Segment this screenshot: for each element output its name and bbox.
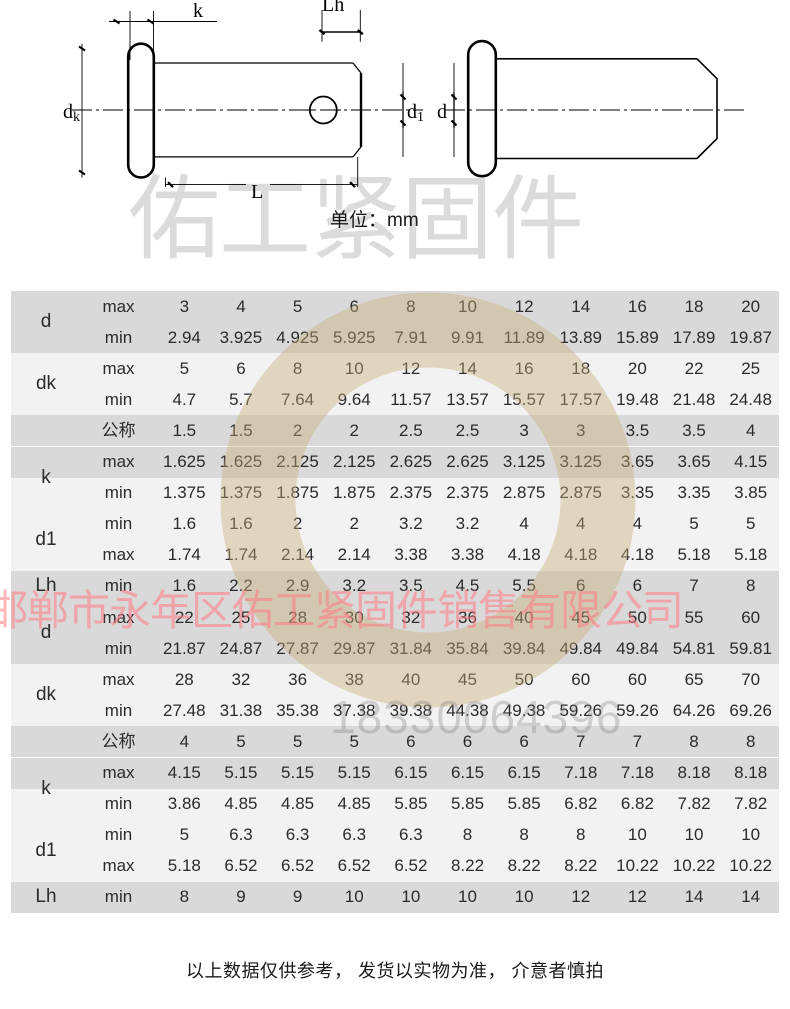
svg-text:Lh: Lh: [322, 0, 344, 16]
svg-text:dk: dk: [63, 101, 80, 125]
svg-text:k: k: [193, 0, 203, 22]
svg-text:d1: d1: [407, 101, 424, 125]
svg-text:d: d: [437, 101, 447, 123]
